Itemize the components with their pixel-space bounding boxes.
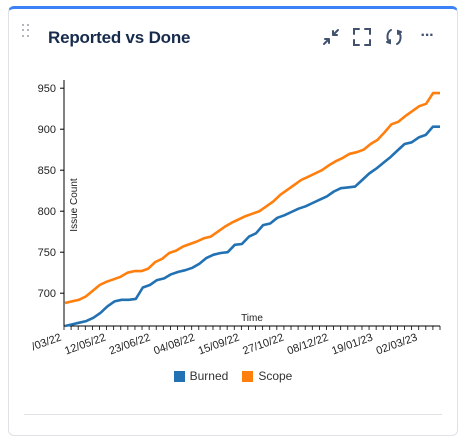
legend-swatch-scope [242,370,254,382]
y-axis-label: Issue Count [69,178,80,232]
legend-swatch-burned [173,370,185,382]
x-axis-label: Time [241,313,263,324]
chart-series [64,91,440,328]
y-tick-label: 900 [38,124,56,136]
drag-handle-icon[interactable] [22,24,30,38]
x-tick-label: /03/22 [30,332,63,354]
y-tick-label: 800 [38,206,56,218]
legend-label-scope: Scope [258,369,293,383]
x-tick-label: 02/03/23 [375,332,419,358]
more-icon[interactable]: ··· [420,27,435,44]
x-tick-label: 19/01/23 [330,332,374,358]
series-line-scope[interactable] [64,91,440,305]
chart-legend: Burned Scope [0,369,466,383]
x-tick-label: 27/10/22 [241,332,285,358]
x-tick-label: 12/05/22 [63,332,107,358]
legend-label-burned: Burned [189,369,229,383]
card-footer-divider [24,414,442,415]
refresh-icon[interactable] [383,26,405,48]
y-tick-label: 700 [38,288,56,300]
y-tick-label: 950 [38,83,56,95]
x-tick-label: 04/08/22 [152,332,196,358]
y-tick-label: 750 [38,247,56,259]
collapse-icon[interactable] [320,26,342,48]
x-tick-label: 15/09/22 [197,332,241,358]
series-line-burned[interactable] [64,125,440,328]
chart-axes: 700 750 800 850 900 950/03/22 12/05/22 23/06/22… [30,80,441,358]
x-tick-label: 23/06/22 [108,332,152,358]
legend-item-burned[interactable]: Burned [173,369,229,383]
legend-item-scope[interactable]: Scope [242,369,292,383]
y-tick-label: 850 [38,165,56,177]
widget-title: Reported vs Done [48,28,191,47]
x-tick-label: 08/12/22 [286,332,330,358]
fullscreen-icon[interactable] [351,26,373,48]
